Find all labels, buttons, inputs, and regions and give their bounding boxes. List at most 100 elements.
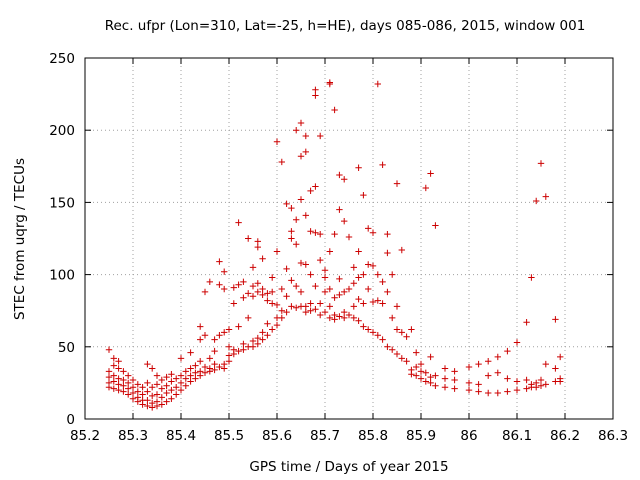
data-point	[245, 290, 252, 297]
data-point	[105, 384, 113, 391]
data-point	[427, 170, 434, 177]
data-point	[182, 375, 189, 382]
data-point	[312, 306, 319, 313]
data-point	[393, 303, 401, 310]
data-point	[523, 385, 530, 392]
x-tick-label: 85.2	[70, 428, 100, 444]
data-point	[345, 285, 353, 293]
data-point	[317, 256, 324, 264]
data-point	[153, 391, 161, 398]
data-point	[369, 229, 377, 236]
data-point	[110, 372, 117, 379]
data-point	[125, 391, 132, 398]
data-point	[235, 281, 242, 288]
data-point	[273, 248, 281, 255]
data-point	[485, 358, 492, 365]
data-point	[120, 382, 127, 389]
data-point	[398, 329, 405, 336]
data-point	[384, 343, 391, 350]
data-point	[355, 274, 362, 281]
data-point	[115, 358, 122, 365]
data-point	[249, 343, 257, 350]
data-point	[163, 389, 170, 397]
data-point	[201, 332, 209, 339]
data-point	[326, 80, 333, 88]
data-point	[374, 332, 381, 339]
data-point	[384, 249, 391, 257]
data-point	[336, 275, 343, 283]
data-point	[441, 384, 449, 391]
data-point	[259, 336, 266, 343]
data-point	[197, 358, 204, 365]
data-point	[494, 369, 501, 376]
data-point	[168, 395, 175, 402]
data-point	[427, 353, 434, 361]
data-point	[249, 282, 257, 290]
data-point	[211, 360, 218, 368]
data-point	[494, 389, 501, 397]
data-point	[283, 200, 290, 208]
data-point	[182, 368, 189, 375]
data-point	[365, 326, 372, 333]
data-point	[201, 369, 209, 376]
data-point	[134, 381, 141, 388]
data-point	[422, 378, 429, 385]
data-point	[312, 183, 319, 190]
data-point	[374, 297, 381, 304]
data-point	[389, 314, 396, 322]
data-point	[441, 375, 449, 382]
data-point	[293, 216, 300, 223]
data-point	[297, 259, 305, 267]
data-point	[158, 385, 165, 392]
data-point	[336, 291, 343, 299]
data-point	[413, 372, 420, 379]
data-point	[297, 196, 305, 203]
data-point	[144, 397, 151, 404]
data-point	[221, 365, 228, 372]
data-point	[422, 369, 429, 376]
data-point	[245, 314, 252, 322]
data-point	[139, 391, 146, 398]
data-point	[115, 365, 122, 372]
data-point	[230, 350, 237, 358]
data-point	[144, 388, 151, 395]
axis-ticks: 85.2 85.3 85.4 85.5 85.6 85.7 85.8 85.9 86 86.1 86…	[49, 51, 628, 444]
data-point	[115, 375, 122, 382]
data-point	[158, 394, 165, 401]
chart-title: Rec. ufpr (Lon=310, Lat=-25, h=HE), days…	[105, 18, 586, 34]
data-point	[417, 360, 425, 368]
data-point	[235, 219, 242, 226]
data-point	[197, 323, 204, 330]
data-point	[317, 300, 324, 307]
data-point	[273, 138, 281, 145]
data-point	[278, 285, 285, 293]
data-point	[465, 386, 473, 394]
data-point	[182, 382, 189, 389]
data-point	[542, 360, 549, 368]
data-point	[355, 295, 362, 303]
data-point	[360, 191, 367, 199]
data-point	[120, 376, 127, 384]
data-point	[120, 388, 127, 395]
data-point	[192, 369, 199, 376]
y-tick-label: 50	[58, 340, 75, 356]
data-point	[451, 376, 458, 384]
data-point	[369, 262, 377, 270]
data-point	[125, 379, 132, 387]
data-point	[221, 329, 228, 336]
data-point	[307, 307, 314, 314]
data-point	[240, 294, 247, 301]
data-point	[494, 353, 501, 361]
data-point	[273, 301, 281, 309]
data-point	[254, 334, 261, 342]
data-point	[379, 336, 386, 343]
data-point	[153, 381, 161, 388]
data-point	[312, 229, 319, 236]
data-point	[259, 329, 266, 336]
y-tick-label: 250	[49, 51, 75, 67]
data-point	[115, 386, 122, 394]
data-point	[149, 384, 156, 391]
data-point	[384, 230, 391, 238]
data-point	[302, 132, 309, 140]
data-point	[297, 288, 305, 296]
